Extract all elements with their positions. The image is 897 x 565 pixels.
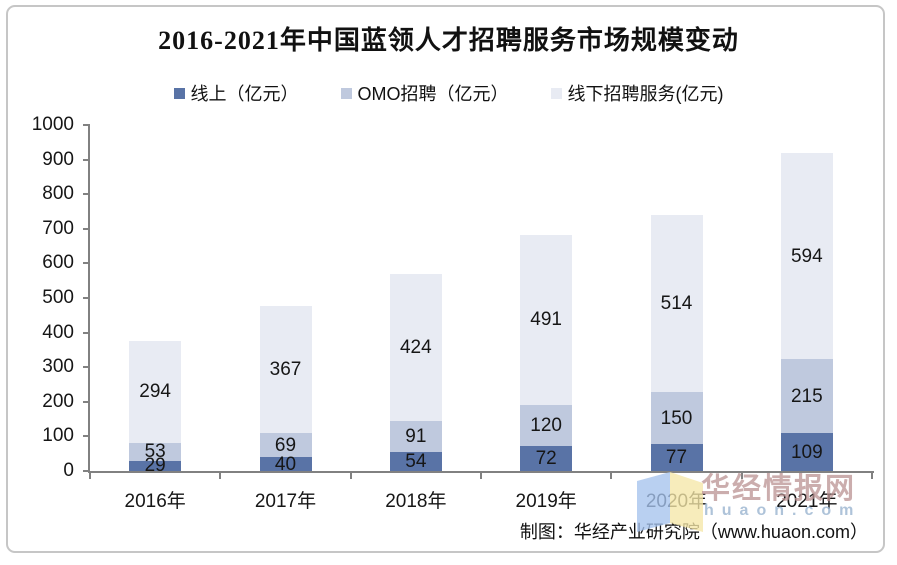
y-tick-label: 1000 — [31, 114, 74, 135]
bar-value-label: 54 — [405, 451, 427, 473]
y-tick-mark — [83, 400, 90, 403]
bar-value-label: 294 — [139, 381, 171, 403]
x-axis-label: 2016年 — [124, 491, 186, 512]
x-tick-mark — [610, 471, 613, 479]
bar-value-label: 120 — [530, 414, 562, 436]
bar-segment-series1: 91 — [389, 420, 442, 453]
legend-item: OMO招聘（亿元） — [340, 80, 509, 106]
y-tick-mark — [83, 262, 90, 265]
bar-value-label: 91 — [405, 426, 427, 448]
y-axis-line — [88, 125, 90, 473]
y-tick-label: 600 — [42, 252, 74, 274]
x-axis-label: 2018年 — [385, 491, 447, 512]
legend-label: 线下招聘服务(亿元) — [567, 84, 724, 104]
y-tick-label: 200 — [42, 390, 74, 412]
bar-value-label: 367 — [269, 359, 302, 381]
chart-title: 2016-2021年中国蓝领人才招聘服务市场规模变动 — [158, 26, 739, 55]
bar-segment-series0: 109 — [780, 433, 833, 471]
x-tick-mark — [740, 471, 743, 479]
y-tick-label: 800 — [42, 183, 74, 205]
legend-label: OMO招聘（亿元） — [357, 84, 509, 104]
bar-segment-series1: 53 — [129, 441, 182, 463]
legend: 线上（亿元） OMO招聘（亿元） 线下招聘服务(亿元) — [0, 80, 897, 106]
bar-segment-series2: 491 — [520, 234, 573, 405]
bar-segment-series2: 294 — [129, 340, 182, 443]
bar-segment-series1: 69 — [259, 433, 312, 458]
y-tick-mark — [83, 158, 90, 161]
y-tick-label: 500 — [42, 287, 74, 308]
y-tick-mark — [83, 297, 90, 299]
bar-value-label: 29 — [144, 455, 166, 477]
legend-item: 线下招聘服务(亿元) — [550, 80, 724, 106]
bar-value-label: 40 — [274, 453, 297, 475]
x-tick-mark — [480, 471, 482, 479]
bar-segment-series0: 54 — [389, 451, 442, 473]
y-tick-mark — [83, 193, 90, 196]
bar-segment-series2: 367 — [259, 306, 312, 434]
bar-value-label: 69 — [274, 434, 297, 456]
legend-swatch-icon — [550, 87, 562, 99]
bar-value-label: 72 — [535, 448, 557, 470]
legend-swatch-icon — [173, 87, 185, 99]
bar-value-label: 594 — [790, 245, 823, 267]
y-tick-label: 100 — [42, 425, 74, 447]
y-tick-mark — [83, 227, 90, 230]
bar-value-label: 491 — [530, 309, 562, 331]
bar-segment-series0: 29 — [129, 456, 182, 475]
x-tick-mark — [871, 471, 873, 479]
y-tick-mark — [83, 331, 90, 334]
legend-swatch-icon — [340, 87, 352, 99]
bar-segment-series1: 120 — [520, 404, 573, 447]
bar-segment-series2: 594 — [780, 153, 833, 359]
x-tick-mark — [349, 471, 352, 479]
x-tick-mark — [89, 471, 91, 479]
y-tick-label: 400 — [42, 321, 74, 343]
source-note: 制图：华经产业研究院（www.huaon.com） — [519, 522, 868, 542]
y-tick-label: 300 — [42, 356, 74, 378]
y-tick-label: 0 — [63, 460, 74, 481]
x-tick-mark — [219, 471, 222, 479]
x-axis-label: 2017年 — [254, 491, 317, 512]
y-tick-mark — [83, 124, 90, 126]
bar-value-label: 77 — [665, 447, 688, 469]
y-tick-label: 700 — [42, 217, 74, 239]
legend-item: 线上（亿元） — [173, 80, 299, 106]
y-tick-label: 900 — [42, 148, 74, 170]
bar-segment-series0: 40 — [259, 453, 312, 475]
x-axis-label: 2020年 — [645, 491, 708, 512]
bar-value-label: 424 — [399, 336, 432, 358]
bar-segment-series1: 215 — [780, 358, 833, 434]
y-tick-mark — [83, 435, 90, 438]
bar-value-label: 514 — [660, 293, 693, 315]
bar-value-label: 150 — [660, 407, 693, 429]
legend-label: 线上（亿元） — [190, 84, 299, 104]
bar-segment-series2: 514 — [650, 214, 703, 393]
bar-segment-series1: 150 — [650, 392, 703, 445]
x-axis-label: 2019年 — [515, 491, 577, 512]
x-axis-label: 2021年 — [776, 491, 838, 512]
y-tick-mark — [83, 470, 90, 472]
bar-segment-series0: 72 — [520, 446, 573, 471]
bar-value-label: 53 — [144, 441, 166, 463]
y-tick-mark — [83, 366, 90, 369]
bar-segment-series2: 424 — [389, 274, 442, 421]
bar-value-label: 109 — [790, 441, 823, 463]
bar-value-label: 215 — [790, 385, 823, 407]
bar-segment-series0: 77 — [650, 444, 703, 471]
